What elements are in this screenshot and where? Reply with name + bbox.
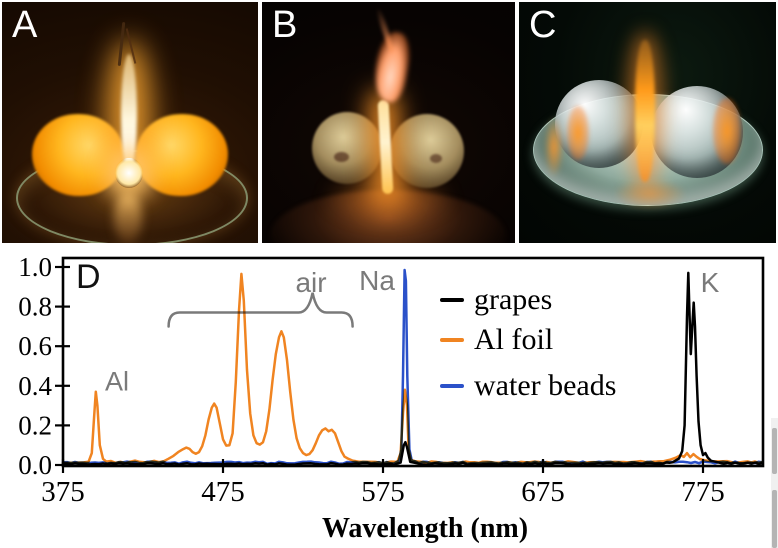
legend-item-al-foil: Al foil (440, 323, 616, 357)
y-tick-label: 0.6 (18, 331, 52, 361)
smoke-filament (117, 21, 126, 67)
x-axis-label: Wavelength (nm) (322, 513, 528, 544)
panel-c-label: C (529, 4, 557, 46)
series-grapes (61, 271, 764, 466)
spectrum-chart: 375 475 575 675 775 0.0 0.2 0.4 0.6 0.8 1.0 Wavelen… (18, 252, 765, 544)
legend-item-water-beads: water beads (440, 369, 616, 403)
y-tick-label: 0.4 (18, 371, 52, 401)
y-tick-label: 0.0 (18, 450, 52, 480)
flame-reflection (114, 192, 142, 243)
x-tick-label: 775 (681, 476, 725, 508)
grape-half-right (390, 114, 464, 188)
annotation-al: Al (104, 366, 130, 397)
plasma-column (121, 54, 137, 172)
photo-panel-c-water-beads: C (519, 2, 776, 243)
grape-spot (334, 152, 349, 162)
flame-left-edge (545, 118, 563, 176)
legend-dash-grapes (440, 298, 464, 302)
plasma-column (635, 40, 655, 182)
air-bracket (167, 292, 354, 328)
flame-reflection-left-bead (567, 106, 589, 160)
legend-dash-water-beads (440, 384, 464, 388)
grape-half-left (312, 112, 382, 184)
legend-label-water-beads: water beads (474, 369, 617, 402)
photo-panel-a-grape-halves: A (2, 2, 258, 243)
x-tick-label: 575 (361, 476, 405, 508)
scrollbar-thumb-fragment[interactable] (772, 428, 777, 474)
y-tick-label: 0.2 (18, 410, 52, 440)
flame-plume (370, 29, 414, 105)
legend-item-grapes: grapes (440, 283, 616, 317)
annotation-air: air (295, 267, 327, 298)
flame-reflection-right-bead (713, 98, 741, 164)
panel-d-label: D (76, 258, 101, 296)
grape-half-left (32, 114, 124, 196)
grape-spot (430, 154, 442, 163)
photo-panel-b-grapes-flame: B (262, 2, 515, 243)
x-tick-label: 675 (521, 476, 565, 508)
y-tick-label: 1.0 (18, 252, 52, 282)
annotation-na: Na (359, 265, 395, 296)
scrollbar-track-fragment[interactable] (771, 418, 778, 548)
dish-reflection (613, 178, 687, 210)
legend-dash-al-foil (440, 338, 464, 342)
panel-a-label: A (12, 4, 38, 46)
legend-label-grapes: grapes (474, 283, 553, 316)
legend-label-al-foil: Al foil (474, 323, 554, 356)
series-water-beads (61, 268, 764, 466)
x-tick-label: 375 (41, 476, 85, 508)
grape-half-right (136, 114, 228, 196)
y-tick-label: 0.8 (18, 292, 52, 322)
x-tick-label: 475 (201, 476, 245, 508)
scrollbar-thumb-fragment[interactable] (772, 490, 777, 548)
plot-border (61, 256, 765, 468)
chart-legend: grapes Al foil water beads (440, 283, 616, 403)
plasma-ball (115, 158, 143, 188)
annotation-k: K (700, 267, 720, 298)
series-Al-foil (61, 272, 764, 465)
panel-b-label: B (272, 4, 298, 46)
